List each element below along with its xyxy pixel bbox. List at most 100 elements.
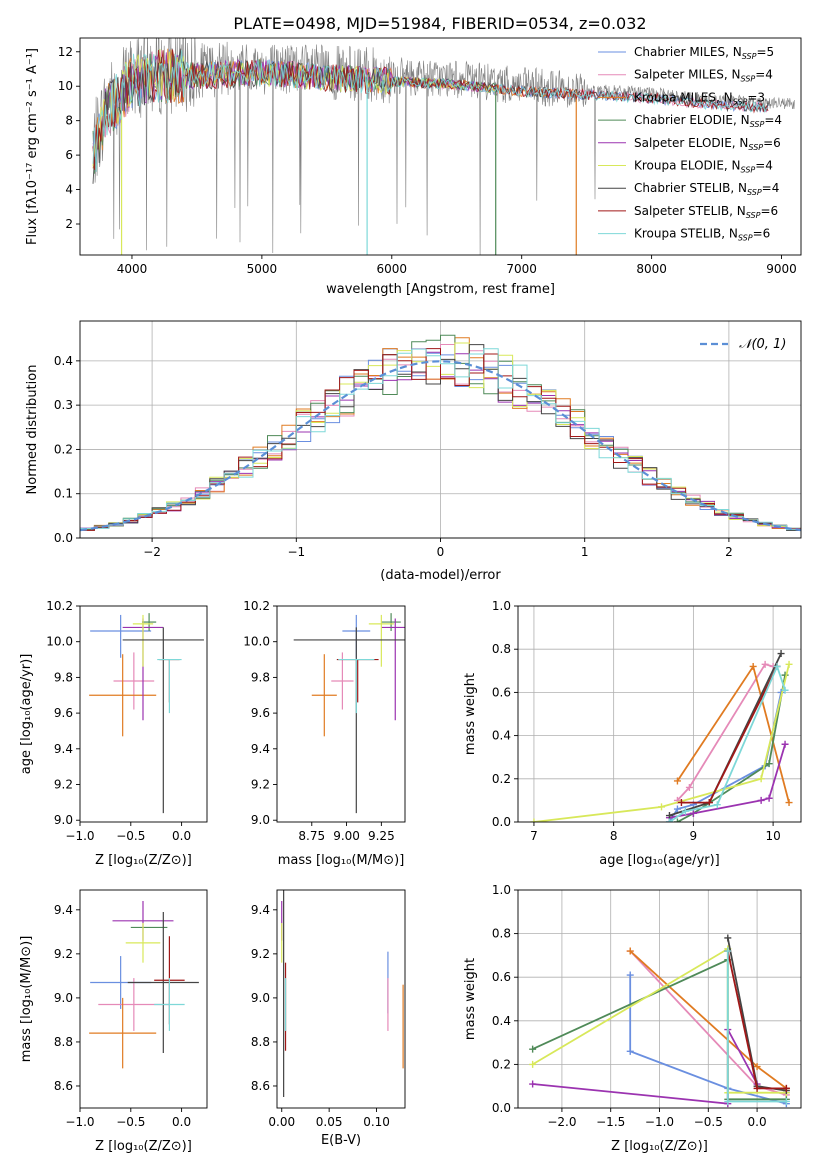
- axes-frame: [79, 605, 208, 823]
- weight-marker: [724, 947, 732, 955]
- plot-area: [530, 650, 793, 822]
- age-vs-metallicity-panel: −1.0 −0.5 0.0 9.0 9.2 9.4 9.6 9.8 10.0 10.2 Z [log…: [19, 599, 208, 868]
- y-axis-label: age [log₁₀(age/yr)]: [19, 654, 34, 775]
- x-tick-label: 2: [725, 545, 733, 559]
- y-tick-label: 9.2: [54, 947, 73, 961]
- y-tick-label: 10.0: [46, 635, 73, 649]
- y-tick-label: 9.2: [54, 778, 73, 792]
- x-axis-label: wavelength [Angstrom, rest frame]: [326, 282, 555, 297]
- x-tick-label: 9.00: [333, 829, 360, 843]
- weight-marker: [673, 805, 681, 813]
- weight-marker: [782, 1084, 790, 1092]
- x-axis-label: Z [log₁₀(Z/Z⊙)]: [95, 853, 192, 868]
- weight-marker: [781, 740, 789, 748]
- legend-entry: Chabrier ELODIE, NSSP=4: [634, 113, 782, 129]
- weight-marker: [530, 818, 538, 822]
- y-tick-label: 0.2: [492, 772, 511, 786]
- weight-marker: [781, 686, 789, 694]
- weight-line: [676, 674, 786, 822]
- model-spectrum-line: [92, 50, 769, 172]
- legend-entry: Salpeter STELIB, NSSP=6: [634, 204, 778, 220]
- y-axis-label: mass weight: [463, 673, 478, 755]
- y-tick-label: 0.0: [492, 815, 511, 829]
- x-axis-label: Z [log₁₀(Z/Z⊙)]: [95, 1139, 192, 1154]
- weight-marker: [749, 662, 757, 670]
- legend-entry: Chabrier STELIB, NSSP=4: [634, 181, 779, 197]
- residual-histogram-line: [80, 348, 801, 531]
- y-tick-label: 8.6: [54, 1079, 73, 1093]
- y-tick-label: 9.0: [54, 813, 73, 827]
- y-tick-label: 9.2: [251, 947, 270, 961]
- x-tick-label: −2: [143, 545, 161, 559]
- x-tick-label: −0.5: [116, 1115, 145, 1129]
- plot-area: [92, 38, 795, 255]
- legend-entry: Salpeter MILES, NSSP=4: [634, 68, 773, 84]
- x-tick-label: −1.5: [596, 1115, 625, 1129]
- x-tick-label: 8.75: [298, 829, 325, 843]
- x-tick-label: 1: [581, 545, 589, 559]
- mass-vs-metallicity-panel: −1.0 −0.5 0.0 8.6 8.8 9.0 9.2 9.4 Z [log₁₀(Z/Z⊙)…: [19, 889, 208, 1154]
- y-axis-label: Normed distribution: [25, 365, 40, 495]
- y-tick-label: 0.3: [54, 398, 73, 412]
- weight-marker: [665, 812, 673, 820]
- normal-reference-curve: [80, 360, 801, 532]
- x-axis-label: E(B-V): [321, 1133, 361, 1148]
- mass-vs-ebv-panel: 0.00 0.05 0.10 8.6 8.8 9.0 9.2 9.4 E(B-V): [251, 889, 406, 1148]
- plot-area: [529, 934, 790, 1108]
- legend-entry: Kroupa STELIB, NSSP=6: [634, 227, 770, 243]
- y-tick-label: 0.6: [492, 685, 511, 699]
- weight-marker: [677, 799, 685, 807]
- y-tick-label: 0.8: [492, 642, 511, 656]
- y-tick-label: 9.2: [251, 778, 270, 792]
- x-tick-label: 8000: [636, 262, 667, 276]
- weight-marker: [689, 809, 697, 817]
- x-tick-label: 9000: [766, 262, 797, 276]
- figure-title: PLATE=0498, MJD=51984, FIBERID=0534, z=0…: [233, 14, 646, 33]
- x-tick-label: 9.25: [368, 829, 395, 843]
- y-tick-label: 0.1: [54, 487, 73, 501]
- weight-marker: [724, 1097, 732, 1105]
- weight-marker: [705, 799, 713, 807]
- x-tick-label: 0.0: [172, 1115, 191, 1129]
- weight-line: [532, 1029, 758, 1105]
- y-tick-label: 0.6: [492, 970, 511, 984]
- y-tick-label: 0.8: [492, 927, 511, 941]
- y-tick-label: 0.4: [492, 729, 511, 743]
- weight-marker: [757, 775, 765, 783]
- plot-area: [281, 890, 404, 1097]
- x-axis-label: (data-model)/error: [380, 568, 501, 583]
- y-tick-label: 9.8: [54, 670, 73, 684]
- weight-marker: [757, 796, 765, 804]
- weight-line: [681, 666, 778, 804]
- weight-vs-metallicity-panel: −2.0 −1.5 −1.0 −0.5 0.0 0.0 0.2 0.4 0.6 0.8 1.0 Z […: [463, 883, 802, 1154]
- y-tick-label: 0.0: [492, 1101, 511, 1115]
- x-tick-label: −1: [287, 545, 305, 559]
- plot-area: [89, 613, 204, 814]
- y-tick-label: 9.4: [251, 742, 270, 756]
- axes-frame: [79, 37, 802, 256]
- weight-marker: [753, 1084, 761, 1092]
- weight-marker: [785, 660, 793, 668]
- y-tick-label: 1.0: [492, 599, 511, 613]
- x-tick-label: 4000: [117, 262, 148, 276]
- x-tick-label: −2.0: [547, 1115, 576, 1129]
- x-tick-label: 0.00: [268, 1115, 295, 1129]
- y-tick-label: 8: [65, 114, 73, 128]
- x-tick-label: 0.0: [172, 829, 191, 843]
- y-tick-label: 8.6: [251, 1079, 270, 1093]
- weight-marker: [765, 794, 773, 802]
- x-tick-label: 0: [437, 545, 445, 559]
- weight-marker: [529, 1080, 537, 1088]
- y-axis-label: mass [log₁₀(M/M⊙)]: [19, 936, 34, 1063]
- y-axis-label: mass weight: [463, 958, 478, 1040]
- weight-marker: [626, 1047, 634, 1055]
- y-tick-label: 1.0: [492, 883, 511, 897]
- x-tick-label: 6000: [377, 262, 408, 276]
- y-tick-label: 0.4: [54, 354, 73, 368]
- legend-entry: Chabrier MILES, NSSP=5: [634, 45, 774, 61]
- y-tick-label: 9.0: [251, 813, 270, 827]
- y-tick-label: 9.4: [251, 903, 270, 917]
- legend-entry: Salpeter ELODIE, NSSP=6: [634, 136, 781, 152]
- x-tick-label: 5000: [247, 262, 278, 276]
- weight-marker: [626, 947, 634, 955]
